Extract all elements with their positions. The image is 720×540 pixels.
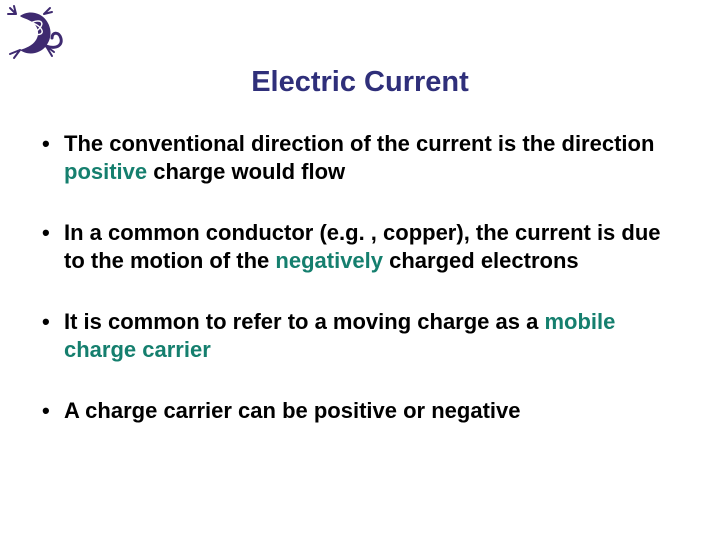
bullet-text-post: charge would flow [147, 159, 345, 184]
bullet-list: The conventional direction of the curren… [34, 130, 686, 425]
bullet-text-post: charged electrons [383, 248, 579, 273]
bullet-item: It is common to refer to a moving charge… [34, 308, 686, 363]
bullet-item: In a common conductor (e.g. , copper), t… [34, 219, 686, 274]
slide-body: The conventional direction of the curren… [34, 130, 686, 459]
slide: Electric Current The conventional direct… [0, 0, 720, 540]
bullet-item: A charge carrier can be positive or nega… [34, 397, 686, 425]
bullet-text-pre: It is common to refer to a moving charge… [64, 309, 544, 334]
bullet-text-pre: The conventional direction of the curren… [64, 131, 654, 156]
logo-icon [6, 4, 70, 68]
slide-title: Electric Current [0, 66, 720, 99]
bullet-text-highlight: positive [64, 159, 147, 184]
bullet-item: The conventional direction of the curren… [34, 130, 686, 185]
bullet-text-pre: A charge carrier can be positive or nega… [64, 398, 520, 423]
bullet-text-highlight: negatively [275, 248, 383, 273]
